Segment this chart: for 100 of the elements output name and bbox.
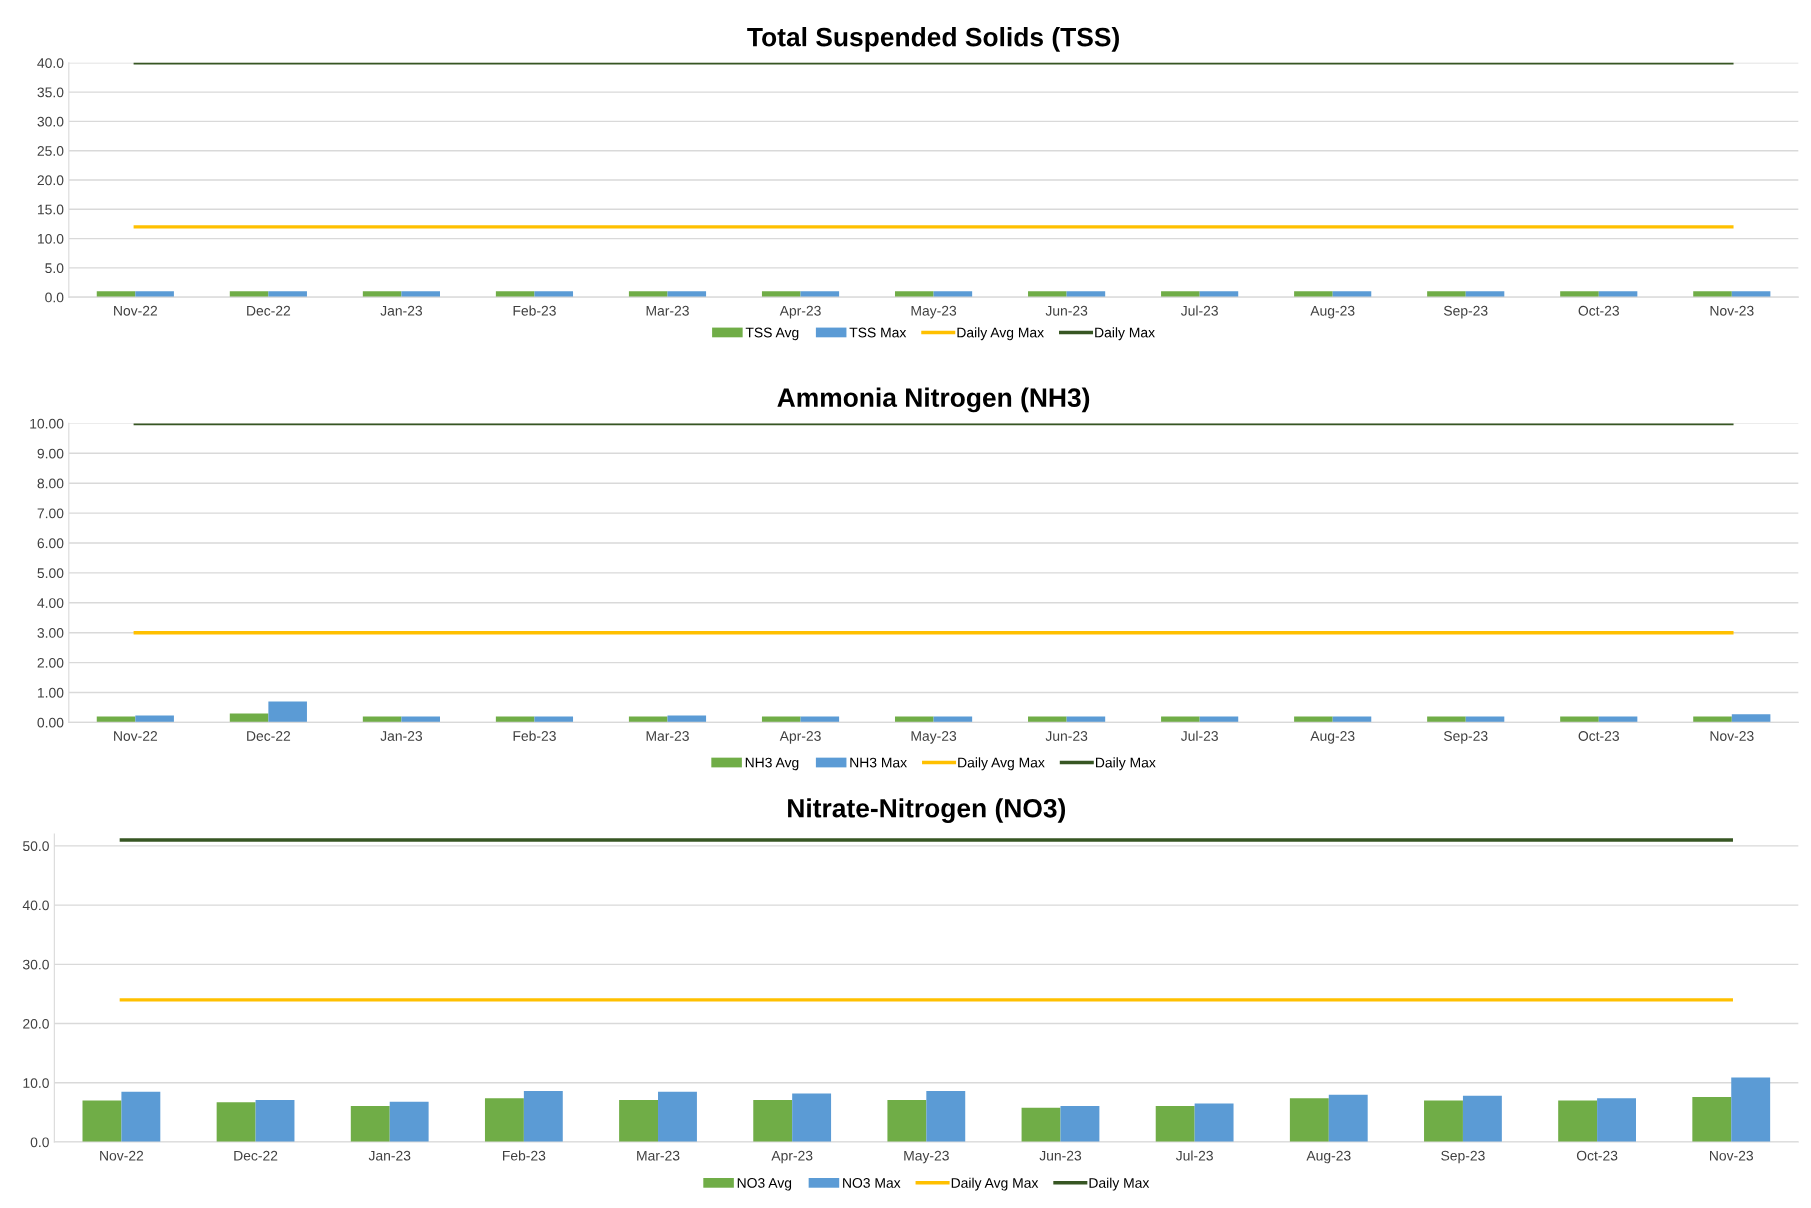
y-tick-label: 5.00 [37, 568, 64, 579]
bar [1693, 716, 1732, 723]
bar [1194, 1103, 1234, 1143]
bar [495, 716, 535, 723]
bar [1424, 1100, 1463, 1143]
legend-label: NH3 Max [850, 757, 907, 768]
chart-title: Nitrate-Nitrogen (NO3) [788, 798, 1066, 823]
x-tick-label: Jan-23 [380, 731, 423, 741]
bar [658, 1091, 697, 1143]
y-tick-label: 6.00 [37, 538, 64, 549]
bar [1294, 716, 1333, 723]
x-tick-label: Feb-23 [513, 305, 556, 316]
y-tick-label: 9.00 [37, 448, 64, 459]
y-tick-label: 2.00 [37, 657, 64, 668]
y-tick-label: 0.0 [45, 292, 64, 303]
x-tick-label: Mar-23 [646, 305, 689, 316]
x-tick-label: Nov-22 [114, 305, 158, 316]
x-tick-label: Mar-23 [646, 731, 689, 741]
x-tick-label: Sep-23 [1443, 305, 1488, 319]
x-tick-label: Apr-23 [779, 305, 821, 319]
bar [619, 1099, 659, 1143]
legend-label: Daily Max [1095, 327, 1155, 341]
bar [1066, 716, 1106, 723]
y-tick-label: 25.0 [37, 146, 64, 156]
bar [1021, 1107, 1061, 1143]
y-tick-label: 30.0 [22, 959, 49, 970]
bar [933, 716, 973, 723]
legend-label: TSS Avg [745, 327, 799, 341]
bar [534, 716, 574, 723]
y-tick-label: 3.00 [37, 628, 64, 638]
bar [1332, 716, 1372, 723]
bar [216, 1102, 256, 1143]
x-tick-label: Apr-23 [779, 731, 821, 744]
bar [1199, 716, 1239, 723]
x-tick-label: Jun-23 [1045, 731, 1088, 741]
bar [362, 716, 402, 723]
bar [1597, 1098, 1636, 1143]
bar [350, 1105, 390, 1143]
x-tick-label: Feb-23 [503, 1150, 546, 1161]
bar [523, 1091, 563, 1143]
bar [1155, 1105, 1195, 1143]
bar [1427, 716, 1466, 723]
bar [96, 716, 136, 723]
x-tick-label: Nov-23 [1710, 1150, 1754, 1161]
bar [268, 701, 307, 723]
y-tick-label: 15.0 [37, 204, 64, 215]
x-tick-label: May-23 [911, 731, 957, 744]
bar [229, 713, 269, 723]
bar [1598, 716, 1638, 723]
x-tick-label: Jan-23 [380, 305, 423, 316]
bar [926, 1091, 966, 1143]
y-tick-label: 5.0 [45, 263, 64, 274]
y-tick-label: 1.00 [37, 687, 64, 698]
x-tick-label: Oct-23 [1576, 1150, 1618, 1161]
bar [401, 716, 440, 723]
x-tick-label: Jan-23 [368, 1150, 411, 1161]
y-tick-label: 20.0 [23, 1018, 49, 1029]
x-tick-label: Mar-23 [637, 1150, 680, 1161]
x-tick-label: Jul-23 [1175, 1150, 1213, 1161]
legend-label: NO3 Max [843, 1178, 901, 1188]
legend-label: Daily Max [1089, 1177, 1150, 1191]
x-tick-label: Nov-23 [1710, 305, 1754, 316]
x-tick-label: Aug-23 [1306, 1150, 1351, 1164]
bar [1328, 1094, 1368, 1143]
y-tick-label: 10.0 [23, 1078, 49, 1088]
bar [792, 1093, 832, 1143]
bar [1560, 716, 1599, 723]
y-tick-label: 50.0 [23, 841, 49, 852]
y-tick-label: 40.0 [22, 900, 49, 911]
y-tick-label: 0.0 [30, 1137, 49, 1148]
legend-label: TSS Max [849, 327, 907, 338]
legend-label: Daily Avg Max [957, 327, 1044, 341]
x-tick-label: Nov-22 [114, 731, 158, 741]
bar [887, 1099, 927, 1143]
x-tick-label: Sep-23 [1443, 731, 1488, 744]
bar [1731, 714, 1771, 723]
y-tick-label: 8.00 [37, 478, 64, 489]
x-tick-label: Oct-23 [1578, 731, 1619, 741]
x-tick-label: May-23 [904, 1150, 949, 1164]
x-tick-label: Aug-23 [1310, 731, 1355, 744]
bar [1731, 1077, 1771, 1143]
bar [82, 1100, 122, 1143]
x-tick-label: Apr-23 [771, 1150, 813, 1164]
bar [628, 716, 668, 723]
y-tick-label: 30.0 [37, 116, 64, 127]
x-tick-label: Jun-23 [1039, 1150, 1082, 1161]
x-tick-label: Oct-23 [1578, 305, 1619, 316]
bar [1289, 1098, 1329, 1143]
legend-label: NO3 Avg [737, 1178, 792, 1191]
bar [1465, 716, 1505, 723]
y-tick-label: 20.0 [37, 175, 64, 186]
y-tick-label: 4.00 [37, 598, 64, 608]
bar [1462, 1095, 1502, 1143]
y-tick-label: 7.00 [37, 508, 64, 519]
legend-label: Daily Max [1095, 757, 1156, 771]
chart-title: Ammonia Nitrogen (NH3) [777, 387, 1090, 413]
bar [1060, 1105, 1100, 1143]
bar [1692, 1097, 1732, 1143]
bar [894, 716, 934, 723]
bar [1161, 716, 1200, 723]
